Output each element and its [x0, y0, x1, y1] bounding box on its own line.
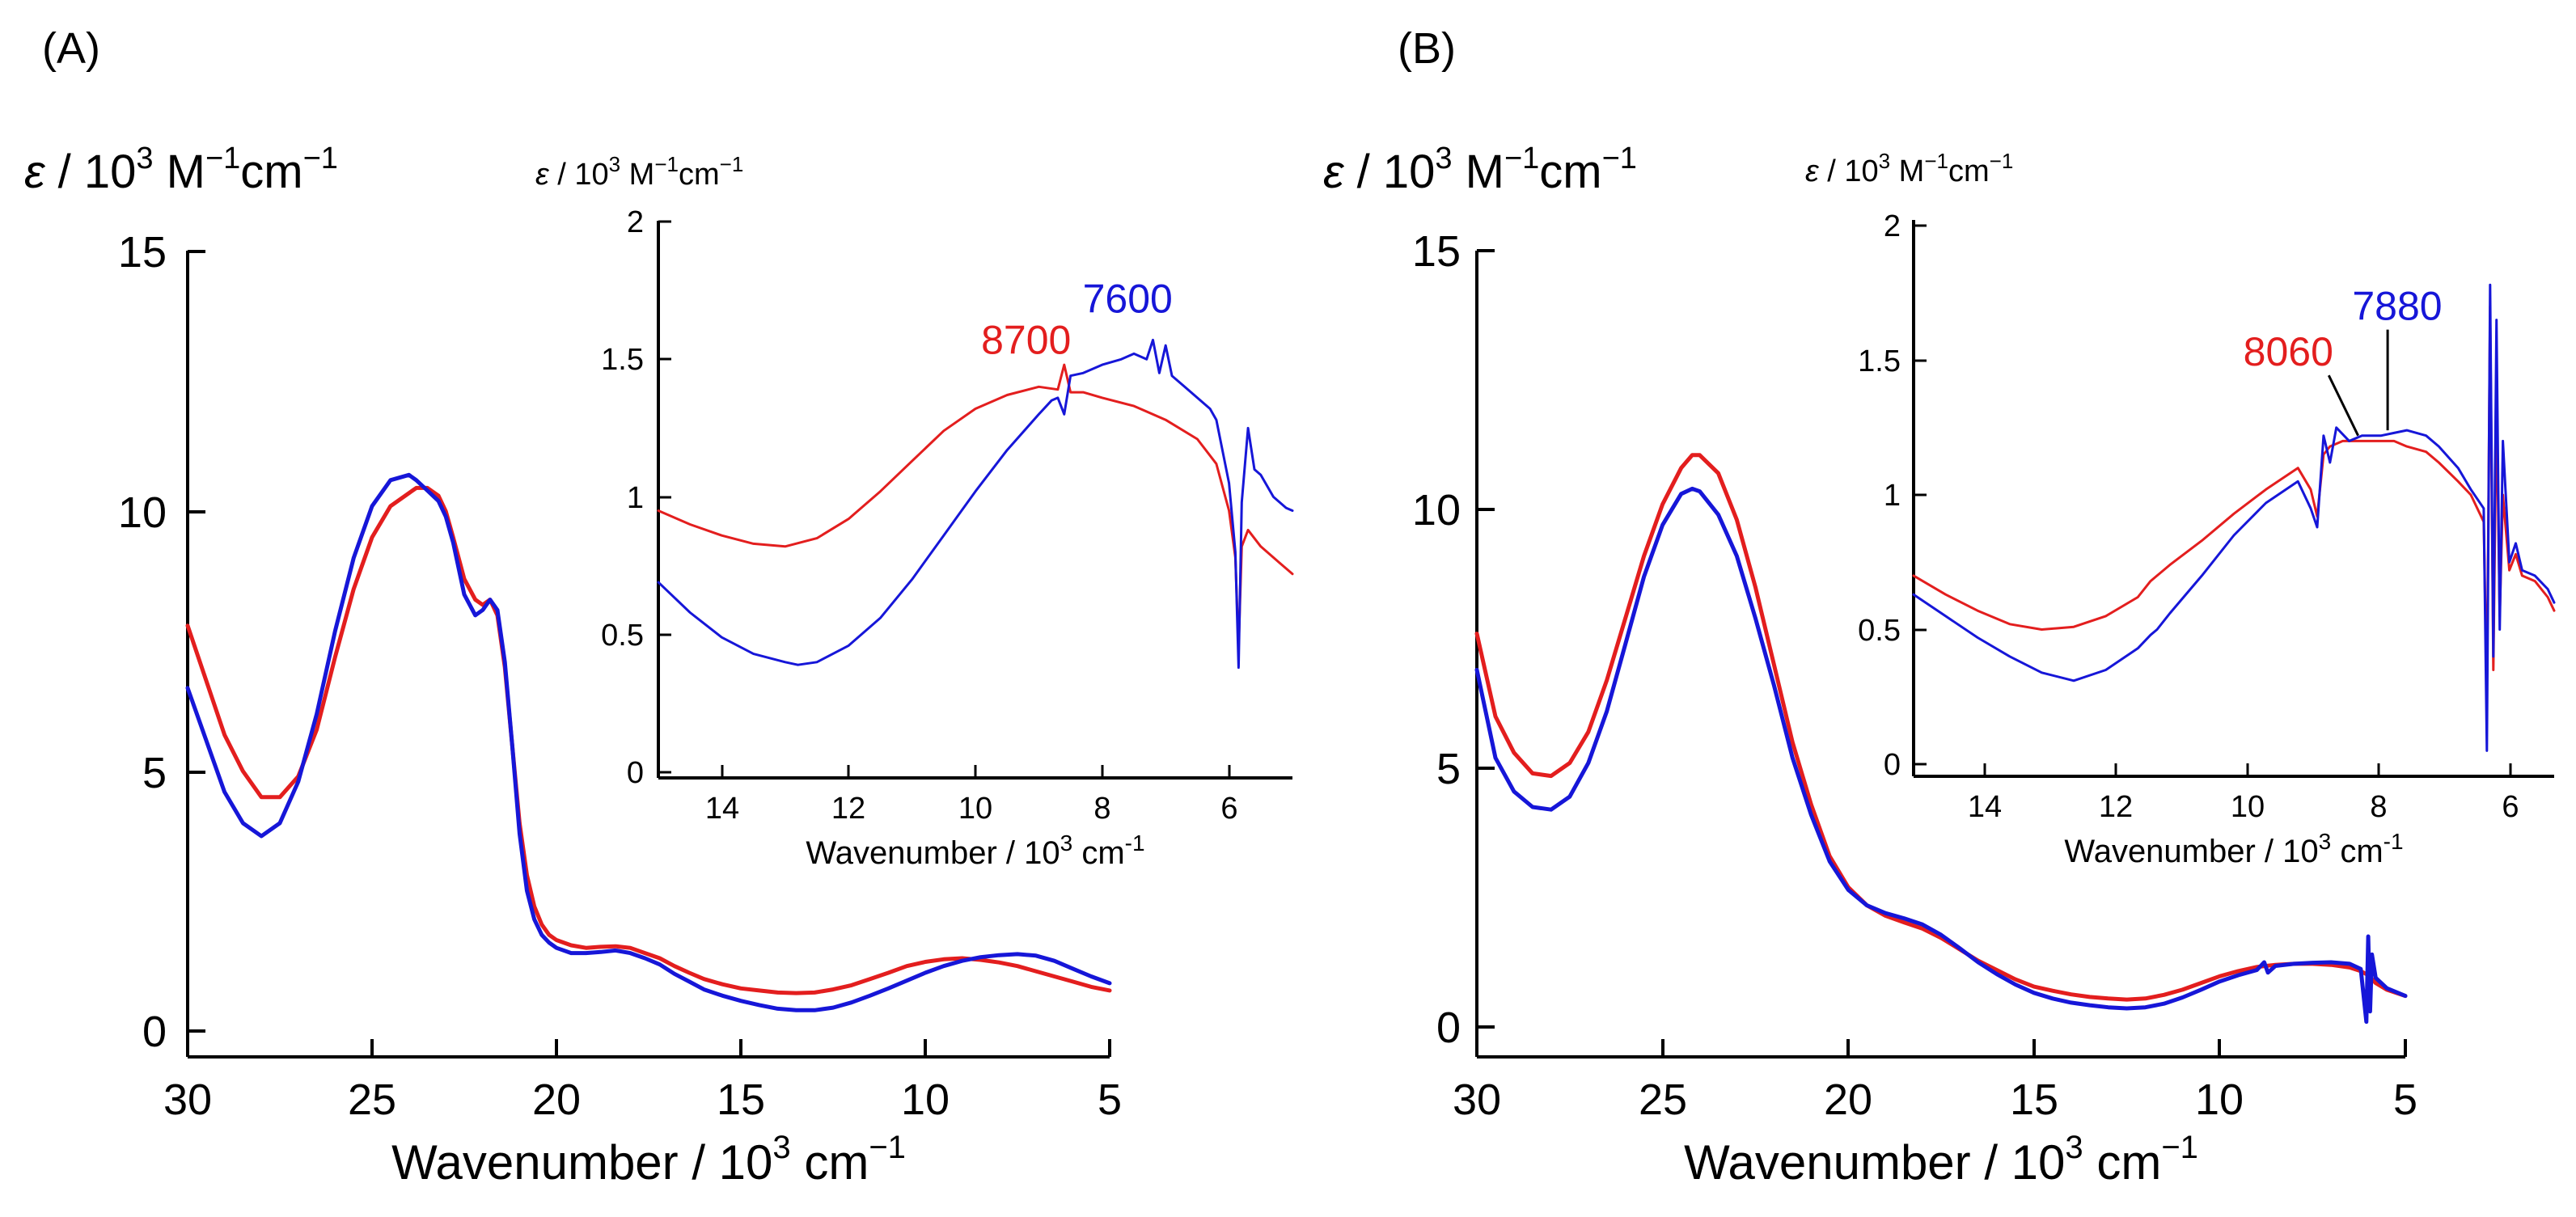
panel-b-ytick-label-5: 5 — [1436, 745, 1461, 793]
panel-a-xtick-label-15: 15 — [717, 1075, 765, 1124]
panel-b-x-ticks: 30 25 20 15 10 5 — [1453, 1039, 2417, 1124]
panel-b-series-red — [1474, 453, 2408, 1002]
panel-b-inset-ytick-label-0.5: 0.5 — [1858, 614, 1901, 648]
panel-a-ylabel: ε / 103 M−1cm−1 — [24, 142, 338, 198]
panel-b-inset-xtick-label-8: 8 — [2370, 790, 2387, 824]
panel-a-plot-area — [185, 472, 1112, 1012]
panel-a-inset-annotation-7600: 7600 — [1083, 276, 1173, 321]
panel-b-xtick-label-5: 5 — [2393, 1075, 2417, 1124]
panel-b-inset-xtick-label-12: 12 — [2099, 790, 2133, 824]
panel-b-xtick-label-15: 15 — [2010, 1075, 2058, 1124]
panel-a-ytick-label-15: 15 — [118, 228, 167, 277]
panel-b-inset-series-blue — [1912, 283, 2556, 752]
panel-a-xtick-label-10: 10 — [901, 1075, 950, 1124]
panel-b-inset-series-red — [1912, 305, 2556, 699]
panel-a-inset-series-blue — [657, 338, 1294, 670]
panel-b-xlabel: Wavenumber / 103 cm−1 — [1684, 1130, 2198, 1190]
panel-b-label: (B) — [1398, 24, 1456, 73]
panel-a-inset-xtick-label-6: 6 — [1220, 792, 1237, 826]
panel-a-inset-xtick-label-8: 8 — [1093, 792, 1110, 826]
panel-a-inset-xtick-label-10: 10 — [958, 792, 992, 826]
panel-a-xlabel: Wavenumber / 103 cm−1 — [391, 1130, 906, 1190]
panel-b-xtick-label-30: 30 — [1453, 1075, 1501, 1124]
panel-a-inset-ytick-label-1.5: 1.5 — [601, 343, 644, 377]
panel-a-inset-ytick-label-0.5: 0.5 — [601, 619, 644, 653]
panel-b-inset-ylabel: ε / 103 M−1cm−1 — [1805, 149, 2013, 188]
panel-b-inset-xtick-label-10: 10 — [2231, 790, 2265, 824]
panel-b-series-blue — [1474, 486, 2408, 1025]
panel-a-label: (A) — [42, 24, 100, 73]
panel-b-inset-ytick-label-1.5: 1.5 — [1858, 344, 1901, 378]
panel-b-inset-ytick-label-0: 0 — [1884, 748, 1901, 782]
panel-b-inset: ε / 103 M−1cm−1 0 0.5 1 1.5 2 14 12 10 8… — [1805, 149, 2556, 869]
panel-b-inset-xlabel: Wavenumber / 103 cm-1 — [2064, 829, 2403, 869]
panel-b-inset-xtick-label-14: 14 — [1968, 790, 2002, 824]
panel-a-inset-xtick-label-14: 14 — [705, 792, 739, 826]
panel-a-series-blue — [185, 472, 1112, 1012]
panel-b-inset-ytick-label-1: 1 — [1884, 479, 1901, 513]
panel-b-y-ticks: 0 5 10 15 — [1412, 227, 1495, 1052]
panel-a-inset-ytick-label-0: 0 — [627, 756, 644, 790]
panel-b-ylabel: ε / 103 M−1cm−1 — [1323, 142, 1637, 198]
panel-b-ytick-label-15: 15 — [1412, 227, 1461, 276]
panel-a-inset-ytick-label-1: 1 — [627, 481, 644, 515]
panel-a-x-ticks: 30 25 20 15 10 5 — [163, 1039, 1122, 1124]
panel-a-xtick-label-25: 25 — [348, 1075, 396, 1124]
panel-b-inset-pointer-8060 — [2327, 374, 2359, 437]
panel-b-inset-ytick-label-2: 2 — [1884, 209, 1901, 243]
panel-a-inset-xlabel: Wavenumber / 103 cm-1 — [806, 830, 1144, 871]
panel-b-inset-xtick-label-6: 6 — [2502, 790, 2519, 824]
panel-b-xtick-label-10: 10 — [2195, 1075, 2244, 1124]
panel-a-xtick-label-30: 30 — [163, 1075, 212, 1124]
panel-b-ytick-label-0: 0 — [1436, 1004, 1461, 1052]
panel-a-ytick-label-10: 10 — [118, 488, 167, 537]
panel-b-plot-area — [1474, 453, 2408, 1025]
panel-a-inset: ε / 103 M−1cm−1 0 0.5 1 1.5 2 14 12 10 8… — [535, 152, 1294, 871]
panel-a-series-red — [185, 485, 1112, 995]
panel-a-inset-series-red — [657, 363, 1294, 650]
panel-a: (A) ε / 103 M−1cm−1 0 5 10 15 30 25 20 1… — [24, 24, 1294, 1190]
panel-b-inset-annotation-7880: 7880 — [2352, 284, 2442, 329]
panel-b-xtick-label-25: 25 — [1639, 1075, 1687, 1124]
panel-b-xtick-label-20: 20 — [1824, 1075, 1872, 1124]
panel-a-xtick-label-5: 5 — [1098, 1075, 1122, 1124]
panel-a-ytick-label-5: 5 — [142, 749, 167, 797]
panel-a-inset-annotation-8700: 8700 — [981, 317, 1071, 362]
panel-a-inset-xtick-label-12: 12 — [831, 792, 865, 826]
panel-a-inset-ytick-label-2: 2 — [627, 205, 644, 239]
panel-a-inset-ylabel: ε / 103 M−1cm−1 — [535, 152, 743, 192]
panel-b-ytick-label-10: 10 — [1412, 486, 1461, 535]
panel-b: (B) ε / 103 M−1cm−1 0 5 10 15 30 25 20 1… — [1323, 24, 2556, 1190]
panel-b-inset-annotation-8060: 8060 — [2244, 329, 2333, 374]
panel-a-y-ticks: 0 5 10 15 — [118, 228, 205, 1056]
panel-a-ytick-label-0: 0 — [142, 1008, 167, 1056]
panel-a-xtick-label-20: 20 — [532, 1075, 581, 1124]
